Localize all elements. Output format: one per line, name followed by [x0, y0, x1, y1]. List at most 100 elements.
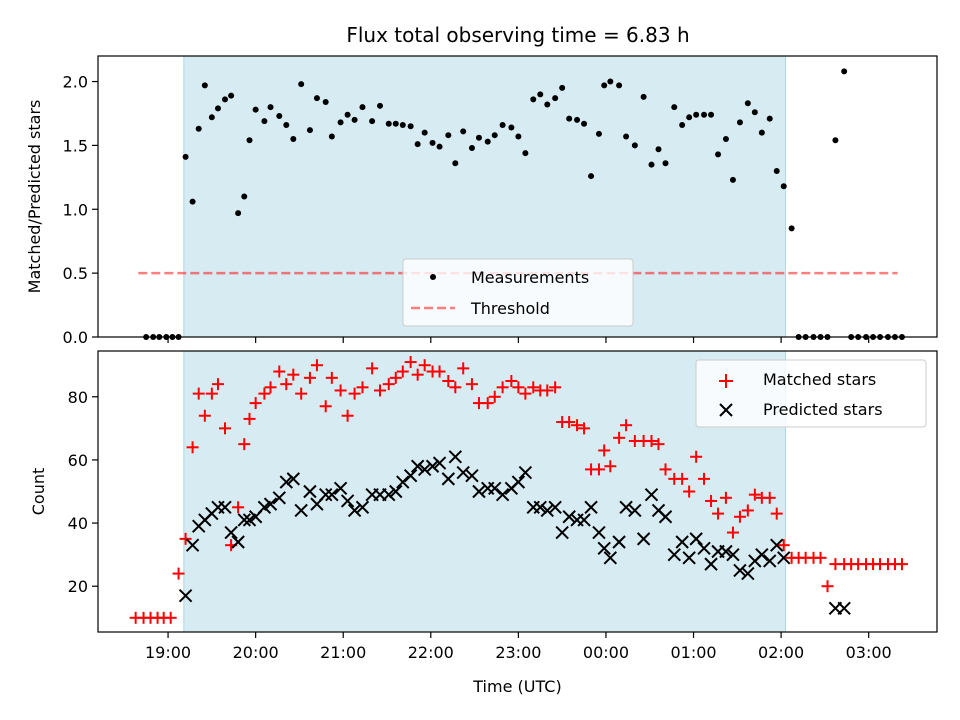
measurement-point — [290, 136, 297, 143]
measurement-point — [686, 114, 693, 121]
matched-star-point — [698, 472, 711, 485]
measurement-point — [766, 115, 773, 122]
predicted-star-point — [495, 487, 510, 502]
matched-star-point — [676, 472, 689, 485]
predicted-star-point — [704, 557, 718, 571]
matched-star-point — [488, 390, 501, 403]
matched-star-point — [273, 365, 286, 378]
measurement-point — [722, 136, 729, 143]
predicted-star-point — [518, 465, 533, 480]
matched-star-point — [465, 378, 478, 391]
matched-star-point — [287, 368, 300, 381]
top-panel: 0.00.51.01.52.0 Matched/Predicted stars … — [25, 55, 938, 347]
measurement-point — [841, 68, 848, 75]
x-tick-label: 01:00 — [670, 643, 716, 662]
predicted-star-point — [185, 538, 200, 552]
measurement-point — [385, 120, 392, 127]
predicted-star-point — [597, 541, 611, 556]
matched-star-point — [541, 384, 554, 397]
measurement-point — [491, 132, 498, 139]
x-tick-label: 02:00 — [758, 643, 804, 662]
predicted-star-point — [231, 535, 245, 549]
matched-star-point — [356, 381, 369, 394]
matched-star-point — [389, 371, 402, 384]
top-axes-frame — [97, 55, 938, 338]
matched-star-point — [726, 526, 739, 539]
predicted-star-point — [218, 500, 232, 514]
matched-star-point — [592, 463, 605, 476]
top-x-ticks — [167, 337, 870, 343]
matched-star-point — [549, 381, 562, 394]
matched-star-point — [763, 491, 776, 504]
predicted-star-point — [456, 465, 470, 480]
matched-star-point — [449, 381, 462, 394]
matched-star-point — [442, 374, 455, 387]
measurement-point — [283, 121, 290, 128]
y-tick-label: 1.5 — [63, 136, 88, 155]
measurement-point — [788, 225, 795, 232]
measurement-point — [751, 109, 758, 116]
measurement-point — [832, 137, 839, 144]
matched-star-point — [211, 378, 224, 391]
measurement-point — [655, 146, 662, 153]
top-legend-box — [402, 258, 634, 327]
y-tick-label: 40 — [68, 514, 88, 533]
measurement-point — [607, 78, 614, 85]
predicted-star-point — [286, 472, 301, 486]
measurement-point — [429, 139, 436, 146]
measurement-point — [508, 124, 515, 131]
measurement-point — [369, 118, 376, 125]
matched-star-point — [748, 488, 761, 501]
measurement-point — [616, 82, 623, 89]
bottom-legend: Matched stars Predicted stars — [695, 359, 927, 428]
matched-star-point — [705, 494, 718, 507]
matched-star-point — [280, 378, 293, 391]
measurement-point — [460, 128, 467, 135]
matched-star-point — [418, 359, 431, 372]
x-tick-label: 23:00 — [495, 643, 541, 662]
measurement-point — [421, 129, 428, 136]
measurement-point — [780, 183, 787, 190]
matched-star-point — [895, 558, 908, 571]
x-tick-label: 21:00 — [320, 643, 366, 662]
predicted-star-point — [636, 532, 651, 546]
measurement-point — [679, 121, 686, 128]
matched-star-point — [366, 362, 379, 375]
measurement-point — [306, 127, 313, 134]
predicted-star-point — [763, 554, 777, 568]
predicted-star-point — [425, 459, 440, 473]
x-tick-label: 00:00 — [583, 643, 629, 662]
x-tick-label: 20:00 — [233, 643, 279, 662]
matched-star-point — [382, 378, 395, 391]
predicted-star-point — [592, 525, 606, 540]
x-tick-label: 19:00 — [145, 643, 191, 662]
bottom-legend-box — [695, 359, 927, 428]
predicted-star-point — [577, 513, 591, 527]
matched-star-point — [563, 416, 576, 429]
legend-threshold-label: Threshold — [470, 299, 550, 318]
matched-star-point — [733, 510, 746, 523]
measurement-point — [522, 150, 529, 157]
bottom-panel: 20 40 60 80 19:00 20:00 21:00 22:00 23:00 00:00 0… — [29, 350, 938, 696]
matched-star-point — [690, 450, 703, 463]
measurement-point — [631, 142, 638, 149]
predicted-star-point — [667, 547, 681, 562]
measurement-point — [715, 151, 722, 158]
predicted-star-point — [465, 469, 479, 483]
x-tick-label: 03:00 — [846, 643, 892, 662]
predicted-star-point — [548, 500, 562, 514]
legend-matched-marker — [719, 374, 733, 388]
matched-star-point — [770, 507, 783, 520]
matched-star-point — [519, 387, 532, 400]
y-tick-label: 0.0 — [63, 328, 88, 347]
predicted-star-point — [697, 541, 711, 556]
measurement-point — [662, 160, 669, 167]
legend-predicted-label: Predicted stars — [763, 400, 883, 419]
predicted-star-point — [333, 481, 348, 496]
matched-star-point — [310, 359, 323, 372]
bottom-axes-frame — [97, 350, 938, 633]
legend-measurements-marker — [430, 274, 436, 280]
matched-star-point — [186, 441, 199, 454]
measurement-point — [736, 119, 743, 126]
